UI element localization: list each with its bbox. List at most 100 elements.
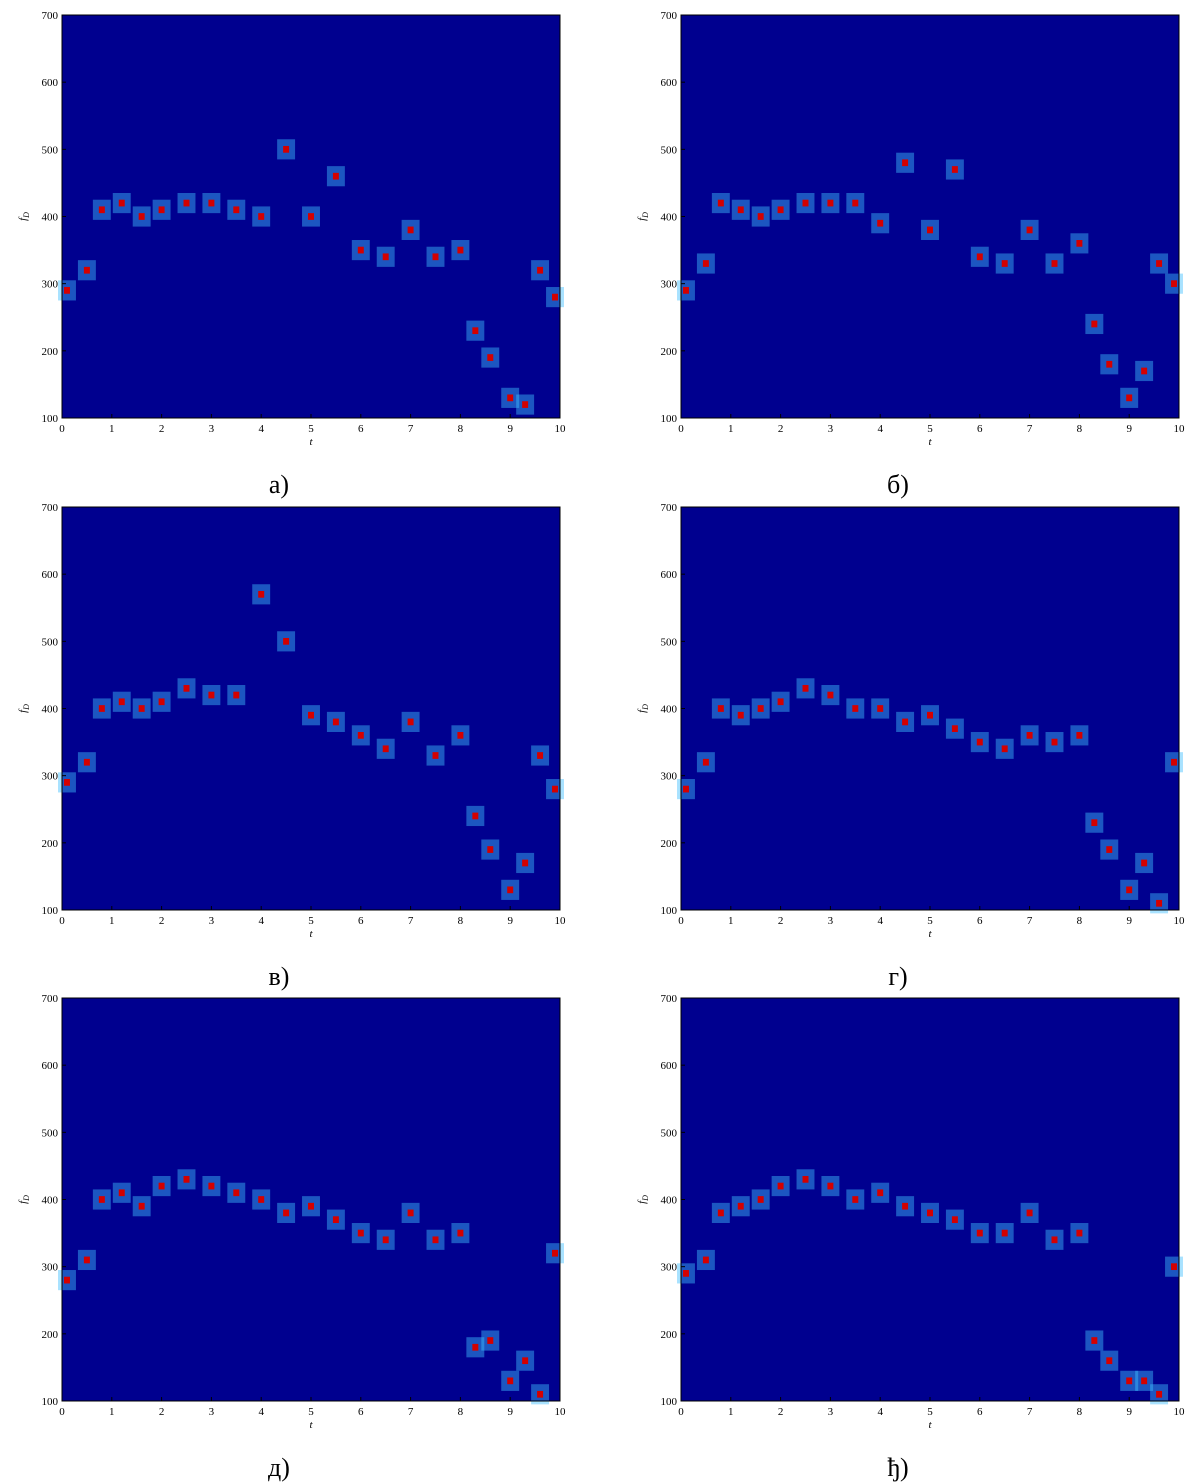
ridge-cell [552, 1249, 559, 1257]
y-axis-label-sub: D [22, 1195, 31, 1202]
ridge-cell [1051, 1236, 1058, 1244]
ridge-cell [407, 718, 414, 726]
x-tick-label: 10 [1174, 423, 1186, 435]
y-tick-label: 200 [661, 346, 678, 358]
x-tick-label: 8 [458, 1406, 464, 1418]
plot-background [681, 15, 1179, 418]
x-tick-label: 5 [308, 915, 314, 927]
ridge-cell [283, 1209, 290, 1217]
x-axis-label: t [928, 928, 932, 940]
y-axis-label: fD [636, 1195, 650, 1204]
y-tick-label: 700 [661, 502, 678, 514]
y-axis-label-sub: D [641, 1195, 650, 1202]
ridge-cell [1106, 360, 1113, 368]
ridge-cell [357, 732, 364, 739]
plot-background [62, 507, 560, 910]
ridge-cell [976, 253, 983, 261]
y-axis-label: fD [17, 212, 31, 221]
ridge-cell [1076, 1229, 1083, 1237]
ridge-cell [308, 711, 314, 719]
y-tick-label: 700 [661, 10, 678, 22]
x-tick-label: 7 [1027, 915, 1033, 927]
ridge-cell [63, 1276, 70, 1284]
ridge-cell [717, 199, 724, 207]
x-tick-label: 4 [258, 1406, 264, 1418]
x-tick-label: 3 [209, 1406, 215, 1418]
ridge-cell [976, 1229, 983, 1237]
ridge-cell [1126, 1377, 1133, 1385]
y-tick-label: 700 [661, 993, 678, 1005]
y-axis-label: fD [636, 212, 650, 221]
y-tick-label: 600 [661, 569, 678, 581]
ridge-cell [283, 145, 290, 153]
ridge-cell [487, 846, 494, 853]
x-tick-label: 2 [159, 915, 165, 927]
x-tick-label: 1 [728, 423, 734, 435]
y-tick-label: 100 [661, 413, 678, 425]
x-tick-label: 7 [1027, 1406, 1033, 1418]
ridge-cell [537, 1390, 544, 1398]
y-tick-label: 400 [661, 212, 678, 224]
y-tick-label: 300 [42, 1262, 59, 1274]
ridge-cell [1156, 899, 1163, 907]
ridge-cell [1141, 367, 1148, 375]
ridge-cell [208, 691, 215, 699]
ridge-cell [258, 213, 265, 220]
x-tick-label: 10 [555, 1406, 567, 1418]
ridge-cell [717, 1209, 724, 1217]
x-tick-label: 6 [977, 423, 983, 435]
ridge-cell [877, 705, 884, 712]
ridge-cell [332, 718, 339, 726]
ridge-cell [737, 711, 744, 719]
ridge-cell [902, 1202, 909, 1210]
ridge-cell [927, 226, 933, 234]
panel-caption: а) [269, 470, 289, 499]
ridge-cell [976, 738, 983, 746]
ridge-cell [777, 206, 784, 214]
ridge-cell [1051, 738, 1058, 746]
x-tick-label: 1 [728, 1406, 734, 1418]
x-tick-label: 1 [728, 915, 734, 927]
y-tick-label: 600 [42, 77, 59, 89]
ridge-cell [63, 779, 70, 786]
plot-background [681, 507, 1179, 910]
ridge-cell [1076, 732, 1083, 739]
y-tick-label: 600 [42, 1060, 59, 1072]
x-tick-label: 4 [877, 423, 883, 435]
ridge-cell [308, 213, 314, 220]
x-tick-label: 1 [109, 915, 115, 927]
ridge-cell [357, 246, 364, 254]
x-tick-label: 3 [209, 423, 215, 435]
x-axis-label: t [928, 1419, 932, 1431]
plot-background [62, 998, 560, 1401]
x-tick-label: 3 [828, 423, 834, 435]
ridge-cell [98, 705, 105, 712]
y-tick-label: 300 [661, 279, 678, 291]
ridge-cell [852, 705, 859, 712]
y-tick-label: 400 [42, 1195, 59, 1207]
ridge-cell [1026, 1209, 1033, 1217]
ridge-cell [332, 1216, 339, 1224]
ridge-cell [183, 1175, 190, 1183]
ridge-cell [432, 253, 439, 261]
ridge-cell [802, 199, 809, 207]
ridge-cell [507, 1377, 514, 1385]
x-tick-label: 0 [59, 423, 65, 435]
ridge-cell [382, 253, 389, 261]
ridge-cell [682, 785, 689, 793]
y-tick-label: 400 [42, 704, 59, 716]
ridge-cell [308, 1202, 314, 1210]
x-tick-label: 2 [159, 1406, 165, 1418]
ridge-cell [522, 401, 529, 408]
ridge-cell [382, 745, 389, 753]
y-tick-label: 200 [42, 346, 59, 358]
y-tick-label: 500 [42, 1127, 59, 1139]
ridge-cell [1001, 745, 1008, 753]
x-tick-label: 1 [109, 423, 115, 435]
ridge-cell [457, 732, 464, 739]
ridge-cell [138, 705, 145, 712]
